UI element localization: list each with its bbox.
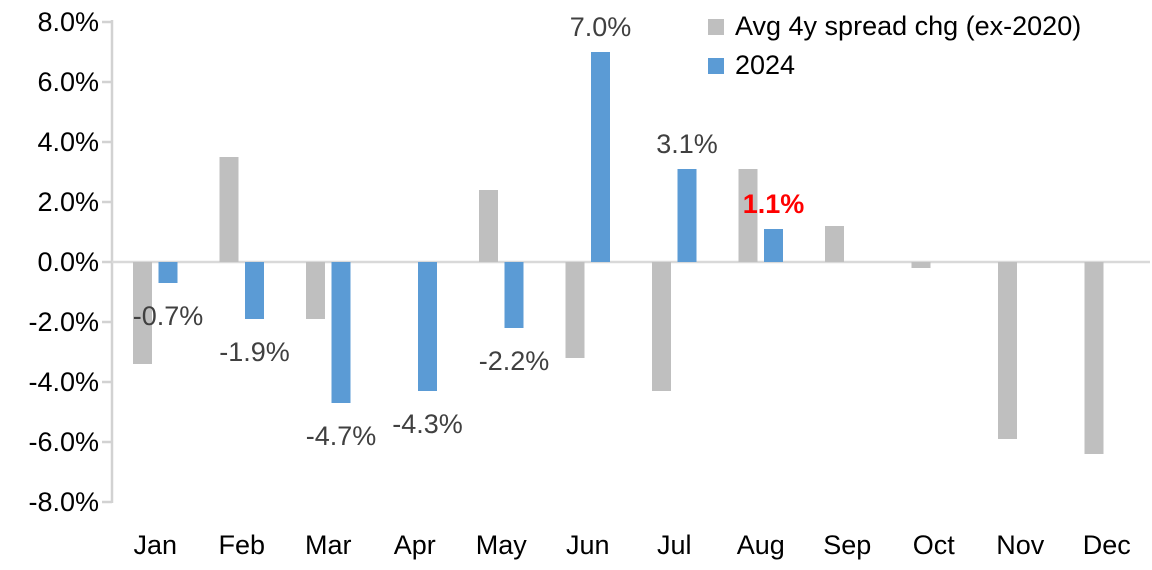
data-label-feb: -1.9%	[219, 337, 290, 367]
bar-avg-4y-aug	[738, 169, 758, 262]
y-axis-tick-label: -2.0%	[28, 307, 99, 337]
data-label-apr: -4.3%	[392, 409, 463, 439]
x-axis-label-mar: Mar	[305, 530, 352, 560]
x-axis-label-oct: Oct	[913, 530, 956, 560]
legend-swatch-2024-icon	[708, 57, 724, 74]
bar-2024-mar	[331, 262, 351, 403]
x-axis-label-feb: Feb	[218, 530, 265, 560]
bar-avg-4y-jun	[565, 262, 585, 358]
x-axis-label-aug: Aug	[737, 530, 785, 560]
data-label-aug: 1.1%	[743, 189, 805, 219]
bar-avg-4y-jul	[652, 262, 671, 391]
legend-item-2024: 2024	[708, 46, 1081, 85]
y-axis-tick-label: -8.0%	[28, 487, 99, 517]
bar-avg-4y-mar	[306, 262, 325, 319]
legend-label-2024: 2024	[735, 50, 796, 80]
data-label-mar: -4.7%	[306, 421, 377, 451]
bar-avg-4y-dec	[1084, 262, 1104, 454]
y-axis-tick-label: 8.0%	[37, 7, 99, 37]
bar-2024-jan	[158, 262, 178, 283]
bar-2024-jul	[677, 169, 697, 262]
x-axis-label-nov: Nov	[996, 530, 1045, 560]
chart-legend: Avg 4y spread chg (ex-2020) 2024	[708, 7, 1081, 85]
x-axis-label-jan: Jan	[133, 530, 177, 560]
y-axis-tick-label: 2.0%	[37, 187, 99, 217]
bar-avg-4y-feb	[219, 157, 239, 262]
bar-2024-apr	[418, 262, 437, 391]
bar-avg-4y-oct	[911, 262, 931, 268]
data-label-jun: 7.0%	[570, 12, 632, 42]
y-axis-tick-label: -4.0%	[28, 367, 99, 397]
bar-2024-aug	[764, 229, 783, 262]
bar-2024-may	[504, 262, 524, 328]
bar-2024-feb	[245, 262, 264, 319]
x-axis-label-dec: Dec	[1083, 530, 1131, 560]
legend-item-avg-4y: Avg 4y spread chg (ex-2020)	[708, 7, 1081, 46]
y-axis-tick-label: 4.0%	[37, 127, 99, 157]
bar-avg-4y-may	[479, 190, 498, 262]
x-axis-label-apr: Apr	[394, 530, 436, 560]
data-label-jul: 3.1%	[656, 129, 718, 159]
data-label-may: -2.2%	[479, 346, 550, 376]
legend-swatch-avg-4y-icon	[708, 18, 724, 35]
x-axis-label-jun: Jun	[566, 530, 610, 560]
y-axis-tick-label: -6.0%	[28, 427, 99, 457]
x-axis-label-sep: Sep	[823, 530, 871, 560]
bar-avg-4y-nov	[998, 262, 1017, 439]
data-label-jan: -0.7%	[133, 301, 204, 331]
y-axis-tick-label: 6.0%	[37, 67, 99, 97]
bar-avg-4y-jan	[133, 262, 152, 364]
legend-label-avg-4y: Avg 4y spread chg (ex-2020)	[735, 11, 1082, 41]
bar-avg-4y-sep	[825, 226, 844, 262]
y-axis-tick-label: 0.0%	[37, 247, 99, 277]
bar-2024-jun	[591, 52, 610, 262]
x-axis-label-may: May	[476, 530, 528, 560]
x-axis-label-jul: Jul	[657, 530, 692, 560]
